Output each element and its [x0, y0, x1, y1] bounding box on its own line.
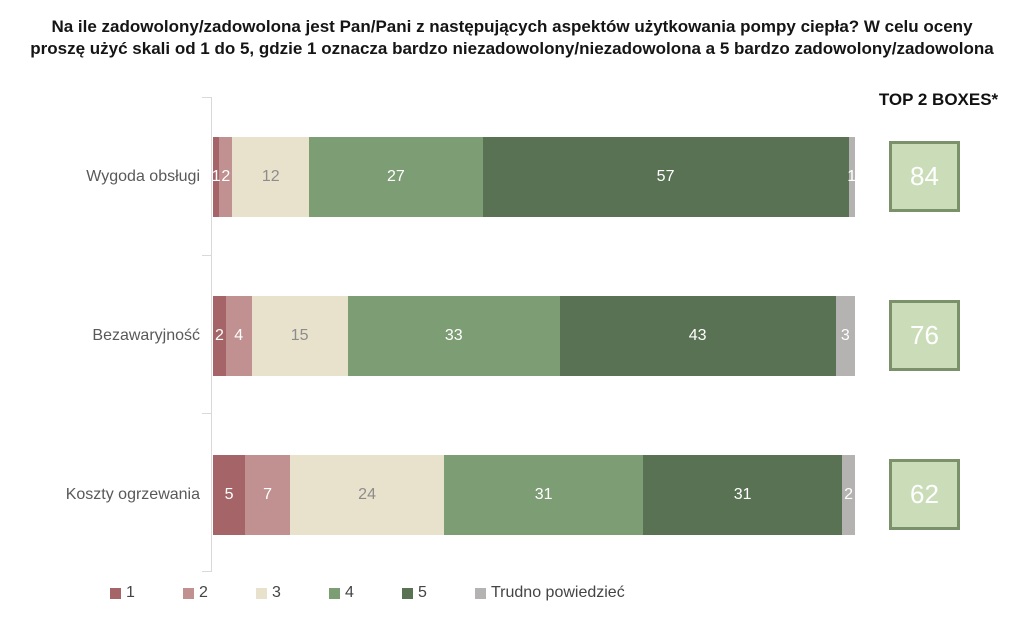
bar-segment: 1 [211, 137, 221, 217]
top2-box: 62 [889, 459, 960, 530]
axis-tick [202, 97, 212, 98]
bar-segment: 15 [251, 296, 348, 376]
legend-item: 2 [183, 584, 256, 602]
bar-value-label: 2 [214, 327, 224, 344]
bar-segment: 12 [232, 137, 310, 217]
bar-segment: 1 [847, 137, 857, 217]
bar-segment: 7 [245, 455, 291, 535]
category-label: Koszty ogrzewania [65, 486, 200, 503]
bar-segment: 2 [213, 296, 226, 376]
bar-value-label: 24 [358, 486, 376, 503]
top2-value: 62 [910, 479, 939, 509]
bar-segment: 3 [835, 296, 855, 376]
bar-segment: 43 [559, 296, 836, 376]
bar-segment: 27 [309, 137, 483, 217]
legend-item: Trudno powiedzieć [475, 584, 625, 602]
bar-value-label: 7 [263, 486, 273, 503]
bar-segment: 2 [842, 455, 855, 535]
top2-value: 84 [910, 161, 939, 191]
chart-title-line1: Na ile zadowolony/zadowolona jest Pan/Pa… [51, 17, 973, 36]
bar-value-label: 3 [840, 327, 850, 344]
bar-segment: 33 [347, 296, 560, 376]
top2-box: 76 [889, 300, 960, 371]
legend-label: 3 [272, 584, 281, 601]
bar-track: 2 4 15 33 43 3 [213, 296, 855, 376]
bar-segment: 57 [482, 137, 849, 217]
bar-value-label: 12 [261, 168, 280, 185]
bar-track: 1 2 12 27 57 1 [211, 137, 857, 217]
legend-item: 5 [402, 584, 475, 602]
legend-label: 4 [345, 584, 354, 601]
bar-segment: 2 [219, 137, 233, 217]
axis-tick [202, 255, 212, 256]
legend: 1 2 3 4 5 Trudno powiedzieć [110, 584, 625, 602]
axis-tick [202, 413, 212, 414]
legend-swatch [256, 587, 267, 599]
chart-title: Na ile zadowolony/zadowolona jest Pan/Pa… [0, 16, 1024, 60]
bar-segment: 5 [213, 455, 246, 535]
bar-value-label: 2 [221, 168, 231, 185]
bar-value-label: 33 [444, 327, 463, 344]
bar-value-label: 2 [844, 486, 853, 503]
legend-item: 1 [110, 584, 183, 602]
bar-value-label: 57 [656, 168, 675, 185]
bar-segment: 31 [444, 455, 644, 535]
legend-item: 4 [329, 584, 402, 602]
top2-boxes-header: TOP 2 BOXES* [878, 90, 999, 109]
bar-value-label: 1 [847, 168, 857, 185]
legend-swatch [402, 587, 413, 599]
legend-swatch [183, 587, 194, 599]
bar-segment: 4 [225, 296, 252, 376]
category-label: Bezawaryjność [92, 327, 200, 344]
axis-tick [202, 571, 212, 572]
legend-swatch [475, 587, 486, 599]
bar-value-label: 1 [211, 168, 221, 185]
category-label: Wygoda obsługi [86, 168, 200, 185]
bar-track: 5 7 24 31 31 2 [213, 455, 855, 535]
legend-label: 5 [418, 584, 427, 601]
bar-value-label: 31 [733, 486, 752, 503]
bar-value-label: 43 [688, 327, 707, 344]
category-axis [211, 97, 212, 571]
legend-label: Trudno powiedzieć [491, 584, 625, 601]
top2-value: 76 [910, 320, 939, 350]
chart-title-line2: proszę użyć skali od 1 do 5, gdzie 1 ozn… [30, 39, 994, 58]
bar-value-label: 27 [387, 168, 405, 185]
legend-swatch [329, 587, 340, 599]
top2-box: 84 [889, 141, 960, 212]
bar-segment: 31 [643, 455, 843, 535]
bar-value-label: 31 [534, 486, 553, 503]
bar-value-label: 15 [290, 327, 309, 344]
bar-value-label: 4 [234, 327, 244, 344]
bar-value-label: 5 [224, 486, 234, 503]
legend-label: 2 [199, 584, 208, 601]
bar-segment: 24 [290, 455, 445, 535]
legend-label: 1 [126, 584, 135, 601]
legend-item: 3 [256, 584, 329, 602]
legend-swatch [110, 587, 121, 599]
